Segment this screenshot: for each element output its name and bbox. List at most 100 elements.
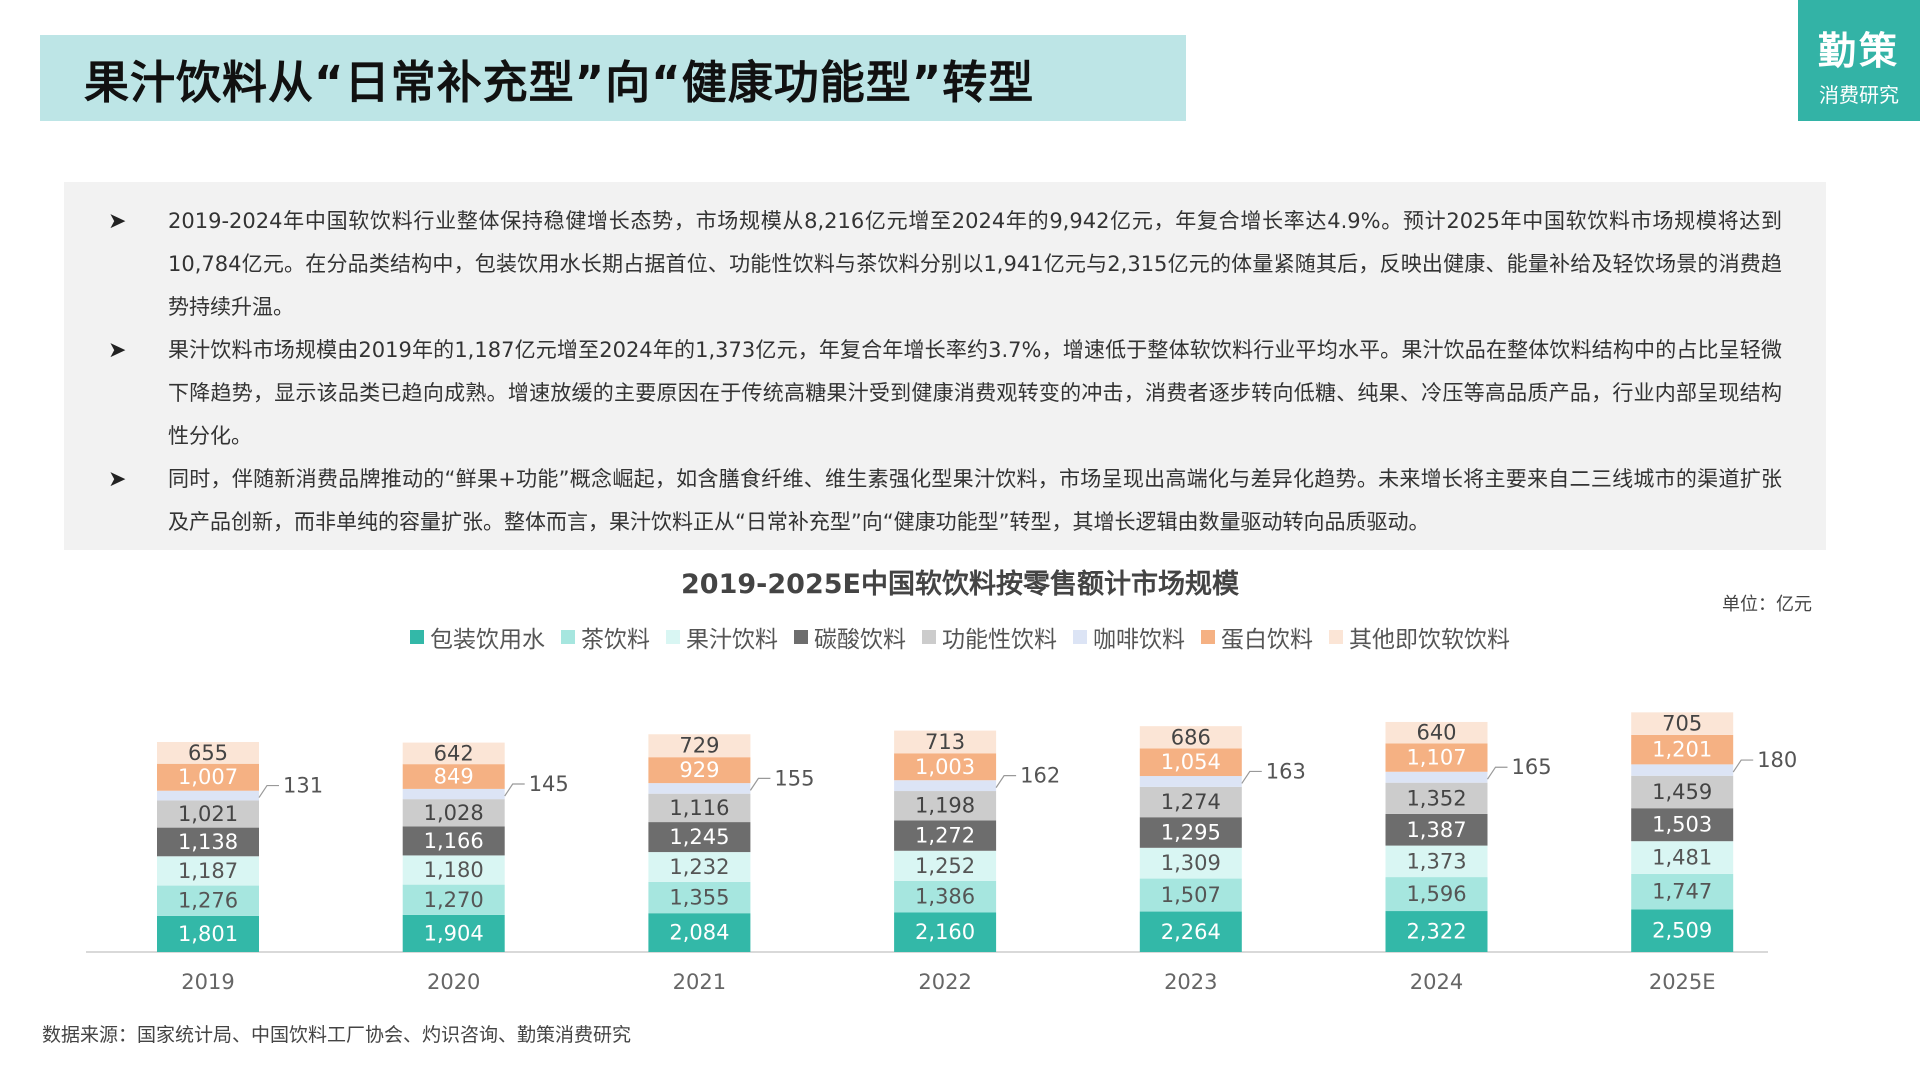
bar-segment (402, 914, 505, 952)
brand-logo: 勤策 消费研究 (1798, 0, 1920, 121)
title-bar: 果汁饮料从“日常补充型”向“健康功能型”转型 (40, 35, 1186, 121)
bar-segment (157, 827, 259, 857)
bar-segment (648, 822, 751, 853)
x-tick-label: 2024 (1410, 970, 1463, 994)
data-label: 1,904 (424, 921, 484, 945)
bar-segment (1631, 775, 1734, 809)
legend-label: 果汁饮料 (686, 627, 778, 653)
legend-swatch (922, 630, 936, 644)
bar-segment (1139, 748, 1242, 777)
bar-segment (1631, 734, 1734, 765)
bar-segment (894, 820, 997, 851)
data-label: 655 (188, 741, 228, 765)
chart-legend: 包装饮用水 茶饮料 果汁饮料 碳酸饮料 功能性饮料 咖啡饮料 蛋白饮料 其他即饮软饮料 (0, 620, 1920, 654)
legend-label: 碳酸饮料 (814, 627, 906, 653)
bar-segment (1385, 845, 1488, 878)
legend-item: 蛋白饮料 (1201, 620, 1313, 654)
legend-item: 碳酸饮料 (794, 620, 906, 654)
bar-segment (1631, 712, 1734, 735)
bar-segment (1631, 909, 1734, 952)
data-label: 155 (774, 766, 814, 790)
data-label: 849 (434, 765, 474, 789)
summary-box: ➤ 2019-2024年中国软饮料行业整体保持稳健增长态势，市场规模从8,216… (64, 182, 1826, 550)
data-label: 1,747 (1652, 880, 1712, 904)
legend-swatch (794, 630, 808, 644)
data-label: 2,509 (1652, 919, 1712, 943)
legend-item: 咖啡饮料 (1073, 620, 1185, 654)
data-label: 929 (679, 758, 719, 782)
bar-segment (402, 826, 505, 856)
data-label: 1,138 (178, 830, 238, 854)
data-label: 1,270 (424, 888, 484, 912)
data-label: 1,459 (1652, 780, 1712, 804)
bar-segment (1139, 786, 1242, 818)
legend-item: 包装饮用水 (410, 620, 545, 654)
data-label: 1,352 (1406, 786, 1466, 810)
bar-segment (402, 884, 505, 915)
data-label: 1,276 (178, 889, 238, 913)
bar-segment (1385, 721, 1488, 744)
bar-segment (648, 881, 751, 914)
bar-segment (157, 763, 259, 791)
logo-text-main: 勤策 (1817, 28, 1900, 73)
legend-label: 功能性饮料 (942, 627, 1057, 653)
bar-segment (894, 791, 997, 821)
data-label: 1,007 (178, 765, 238, 789)
bar-segment (894, 850, 997, 881)
bar-segment (1631, 873, 1734, 910)
data-label: 1,355 (669, 886, 729, 910)
data-label: 1,801 (178, 922, 238, 946)
leader-line (1487, 766, 1508, 780)
legend-label: 包装饮用水 (430, 627, 545, 653)
bar-segment (894, 730, 997, 754)
logo-text-sub: 消费研究 (1819, 83, 1899, 107)
data-label: 1,274 (1161, 790, 1221, 814)
x-tick-label: 2025E (1649, 970, 1716, 994)
data-label: 1,507 (1161, 883, 1221, 907)
data-label: 163 (1266, 759, 1306, 783)
bar-segment (1139, 878, 1242, 912)
data-label: 1,245 (669, 825, 729, 849)
arrow-bullet-icon: ➤ (108, 209, 127, 234)
bullet-text: 同时，伴随新消费品牌推动的“鲜果+功能”概念崛起，如含膳食纤维、维生素强化型果汁… (168, 467, 1782, 534)
data-label: 642 (434, 741, 474, 765)
data-label: 1,054 (1161, 750, 1221, 774)
legend-swatch (1073, 630, 1087, 644)
data-label: 1,201 (1652, 738, 1712, 762)
bar-segment (1631, 841, 1734, 874)
bar-segment (648, 734, 751, 758)
data-label: 2,084 (669, 921, 729, 945)
x-tick-label: 2019 (181, 970, 234, 994)
summary-bullet: ➤ 同时，伴随新消费品牌推动的“鲜果+功能”概念崛起，如含膳食纤维、维生素强化型… (108, 458, 1782, 544)
legend-item: 果汁饮料 (666, 620, 778, 654)
bar-segment (1385, 813, 1488, 846)
data-label: 1,309 (1161, 851, 1221, 875)
bar-segment (157, 856, 259, 886)
legend-swatch (666, 630, 680, 644)
arrow-bullet-icon: ➤ (108, 467, 127, 492)
legend-swatch (410, 630, 424, 644)
data-label: 713 (925, 730, 965, 754)
data-label: 1,166 (424, 829, 484, 853)
data-label: 1,386 (915, 885, 975, 909)
data-label: 2,160 (915, 920, 975, 944)
x-tick-label: 2021 (673, 970, 726, 994)
data-label: 1,272 (915, 824, 975, 848)
bar-segment (648, 852, 751, 882)
bar-segment (1385, 911, 1488, 952)
bar-segment (1139, 726, 1242, 749)
bar-segment (402, 764, 505, 789)
bar-segment (1385, 877, 1488, 912)
summary-bullet: ➤ 2019-2024年中国软饮料行业整体保持稳健增长态势，市场规模从8,216… (108, 200, 1782, 329)
legend-swatch (1329, 630, 1343, 644)
bar-segment (894, 912, 997, 952)
bar-segment (648, 757, 751, 784)
bar-segment (157, 885, 259, 916)
data-label: 1,021 (178, 802, 238, 826)
data-label: 640 (1416, 721, 1456, 745)
data-label: 145 (529, 772, 569, 796)
legend-label: 蛋白饮料 (1221, 627, 1313, 653)
legend-item: 茶饮料 (561, 620, 650, 654)
page-title: 果汁饮料从“日常补充型”向“健康功能型”转型 (84, 55, 1035, 109)
